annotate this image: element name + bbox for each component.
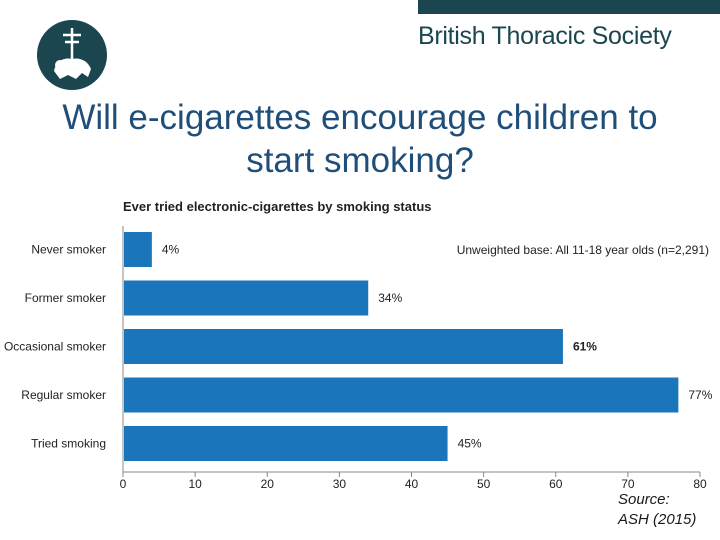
bar-1 — [124, 280, 369, 316]
x-tick-label-4: 40 — [405, 477, 419, 490]
bar-4 — [124, 426, 448, 461]
chart-annotation: Unweighted base: All 11-18 year olds (n=… — [457, 243, 709, 257]
bar-chart: Ever tried electronic-cigarettes by smok… — [4, 199, 713, 490]
x-tick-label-3: 30 — [333, 477, 347, 490]
x-tick-label-5: 50 — [477, 477, 491, 490]
source-note: Source: ASH (2015) — [618, 490, 696, 530]
x-tick-label-8: 80 — [693, 477, 707, 490]
source-citation: ASH (2015) — [618, 511, 697, 528]
source-label: Source: — [618, 491, 670, 508]
x-tick-label-7: 70 — [621, 477, 635, 490]
chart-title: Ever tried electronic-cigarettes by smok… — [123, 199, 432, 214]
organisation-name: British Thoracic Society — [418, 22, 672, 50]
x-tick-label-2: 20 — [261, 477, 275, 490]
x-tick-label-6: 60 — [549, 477, 563, 490]
bar-0 — [124, 232, 152, 267]
category-label-3: Regular smoker — [21, 388, 106, 402]
category-label-4: Tried smoking — [31, 437, 106, 451]
category-label-1: Former smoker — [25, 291, 106, 305]
bar-2 — [124, 329, 563, 364]
category-label-2: Occasional smoker — [4, 340, 106, 354]
x-tick-label-1: 10 — [188, 477, 202, 490]
value-label-1: 34% — [378, 291, 402, 305]
bar-3 — [124, 377, 679, 413]
category-label-0: Never smoker — [31, 243, 106, 257]
header-accent-bar — [418, 0, 720, 14]
slide-title: Will e-cigarettes encourage children to … — [20, 96, 700, 182]
value-label-2: 61% — [573, 340, 597, 354]
value-label-3: 77% — [688, 388, 712, 402]
slide-title-line-2: start smoking? — [246, 141, 474, 180]
value-label-0: 4% — [162, 243, 180, 257]
x-tick-label-0: 0 — [120, 477, 127, 490]
value-label-4: 45% — [458, 437, 482, 451]
slide-title-line-1: Will e-cigarettes encourage children to — [62, 98, 658, 137]
lion-crest-icon — [37, 20, 107, 90]
